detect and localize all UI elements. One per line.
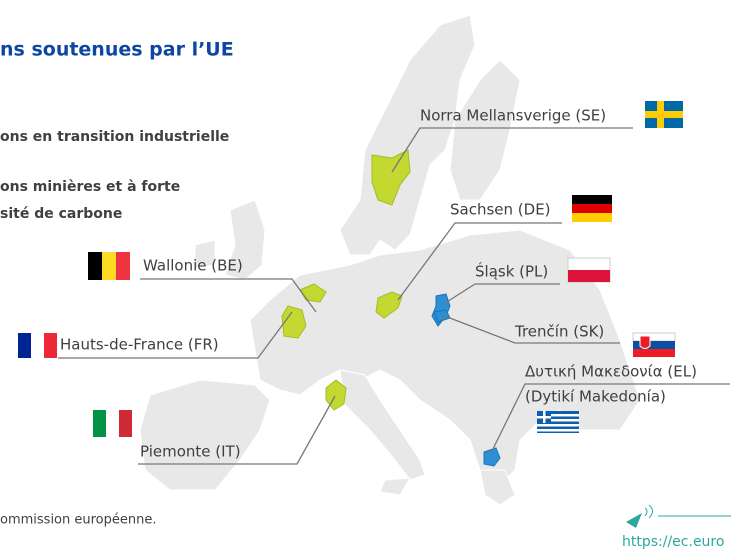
url-icon xyxy=(626,504,731,528)
legend-text: sité de carbone xyxy=(0,206,122,222)
region-label: Hauts-de-France (FR) xyxy=(60,336,219,354)
flag-pl xyxy=(567,257,611,283)
region-el xyxy=(483,447,501,467)
region-label: Trenčín (SK) xyxy=(514,323,604,341)
leader-line xyxy=(391,127,633,173)
europe-map xyxy=(139,14,641,506)
region-se xyxy=(371,149,411,206)
flag-be xyxy=(88,252,130,280)
legend-text: ons minières et à forte xyxy=(0,179,180,195)
region-label: Sachsen (DE) xyxy=(450,201,551,219)
highlighted-regions xyxy=(281,149,501,467)
url: https://ec.euro xyxy=(622,534,724,549)
flags xyxy=(18,101,683,437)
region-sublabel: (Dytikí Makedonía) xyxy=(525,388,666,406)
flag-gr xyxy=(537,411,579,433)
region-label: Piemonte (IT) xyxy=(140,443,241,461)
leader-line xyxy=(140,278,317,313)
region-fr xyxy=(281,305,307,339)
leader-line xyxy=(397,222,562,301)
region-label: Norra Mellansverige (SE) xyxy=(420,107,606,125)
region-label: Wallonie (BE) xyxy=(143,257,243,275)
leader-line xyxy=(58,311,293,359)
region-de xyxy=(375,291,403,319)
region-label: Δυτική Μακεδονία (EL) xyxy=(525,363,697,381)
legend-text: ons en transition industrielle xyxy=(0,129,229,145)
leader-line xyxy=(441,314,620,344)
leader-line xyxy=(441,283,560,306)
source: ommission européenne. xyxy=(0,513,156,528)
title: ns soutenues par l’UE xyxy=(0,39,234,61)
flag-it xyxy=(93,410,132,437)
flag-sk xyxy=(632,332,676,357)
flag-fr xyxy=(18,333,57,358)
leader-line xyxy=(138,395,336,465)
flag-se xyxy=(645,101,683,128)
leader-lines xyxy=(58,127,730,465)
region-be xyxy=(299,283,327,303)
leader-line xyxy=(489,383,730,456)
flag-de xyxy=(572,195,612,222)
region-label: Śląsk (PL) xyxy=(475,262,548,281)
